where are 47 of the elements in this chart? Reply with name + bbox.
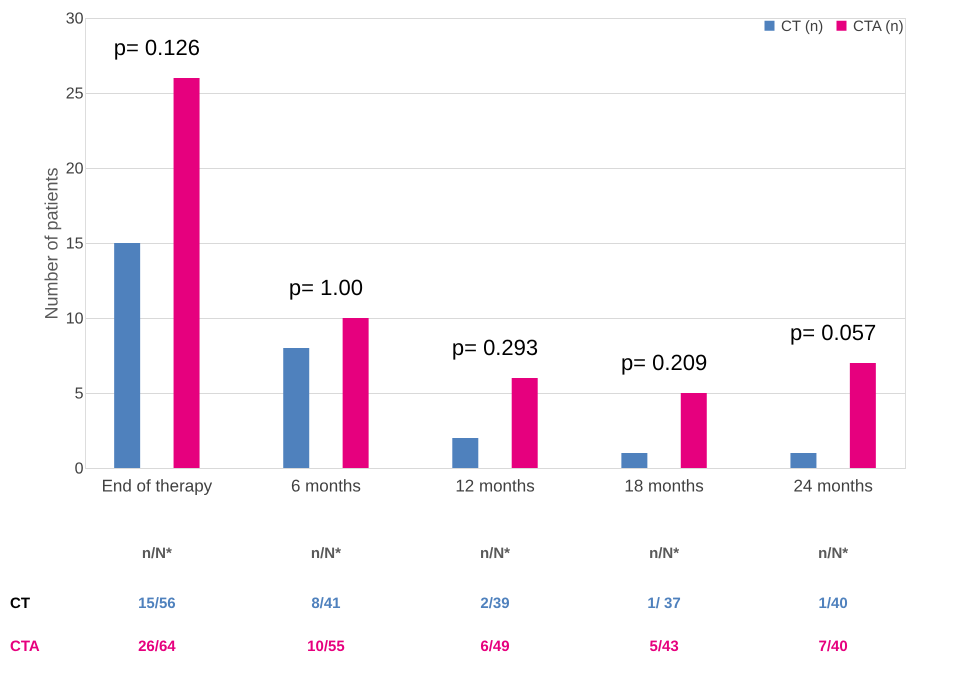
data-label: 8/41 [311,595,341,612]
y-tick-label: 25 [66,86,84,102]
text: CT [10,595,30,612]
y-tick-label: 10 [66,310,84,328]
annotation: p= 0.126 [114,35,200,60]
y-axis-title: Number of patients [42,167,62,320]
bar [452,438,478,468]
bar [850,363,876,468]
data-label: 2/39 [480,595,510,612]
text: n/N* [480,545,510,562]
y-tick-label: 30 [66,10,84,28]
annotation: p= 0.057 [790,320,876,345]
bar [621,453,648,468]
bar [283,348,310,468]
data-label: 7/40 [818,638,848,655]
text: n/N* [649,545,680,562]
legend-label: CT (n) [781,18,824,35]
bar [790,453,816,468]
annotation: p= 0.293 [452,335,538,360]
y-tick-label: 5 [74,386,84,402]
x-tick-label: 18 months [624,476,704,496]
annotation: p= 1.00 [288,275,363,300]
annotation: p= 0.209 [620,350,708,375]
text: CTA [10,638,40,655]
data-label: 15/56 [138,595,176,612]
x-tick-label: 24 months [793,476,873,496]
bar [114,243,140,468]
data-label: 5/43 [649,638,679,655]
legend-label: CTA (n) [853,18,904,35]
x-tick-label: End of therapy [102,476,213,496]
data-label: 1/40 [818,595,848,612]
data-label: 10/55 [307,638,345,655]
text: n/N* [142,545,172,562]
x-tick-label: 12 months [455,476,535,496]
text: n/N* [818,545,848,562]
data-label: 6/49 [480,638,510,655]
y-tick-label: 15 [66,236,84,252]
bar [342,318,369,468]
y-tick-label: 20 [66,160,84,178]
x-tick-label: 6 months [290,476,361,496]
bar [512,378,538,468]
text: n/N* [310,545,342,562]
y-tick-label: 0 [74,460,84,478]
data-label: 26/64 [138,638,176,655]
bar [680,393,707,468]
bar [174,78,200,468]
data-label: 1/ 37 [647,595,681,612]
